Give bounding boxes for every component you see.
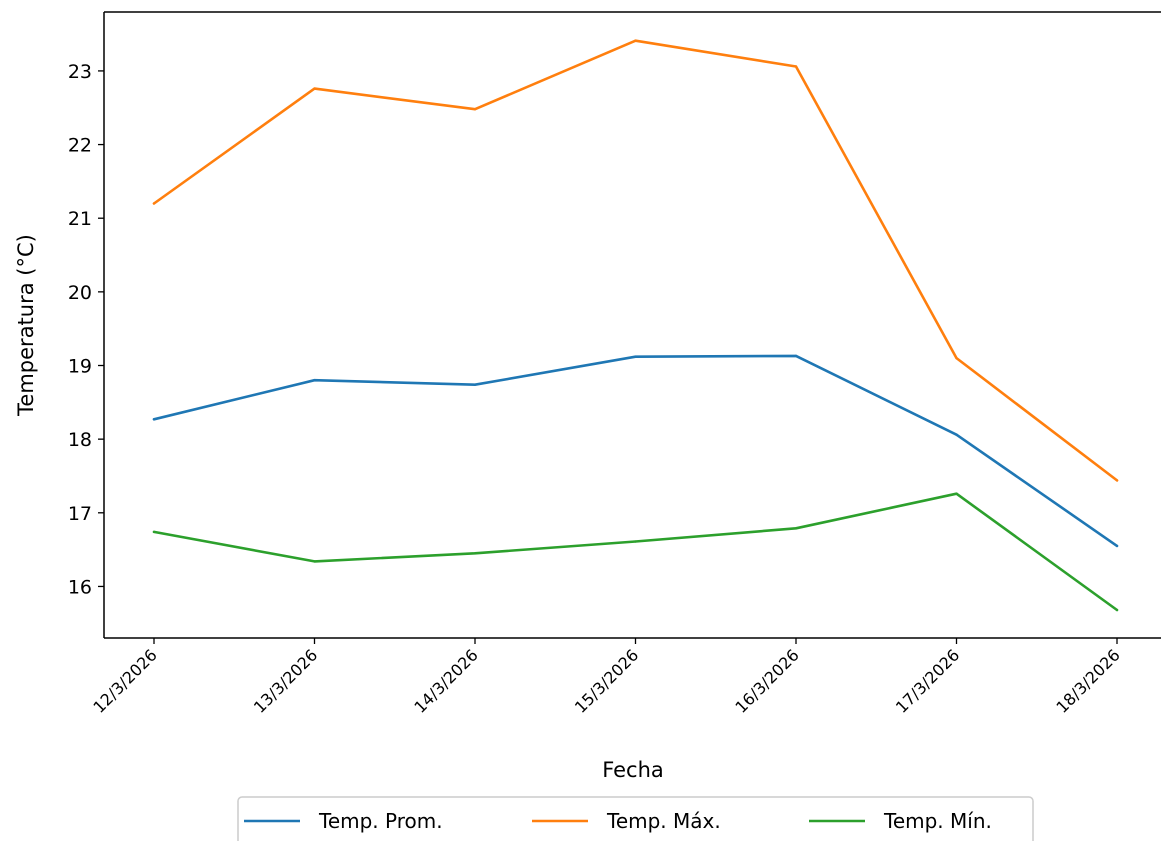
y-tick-label: 16	[68, 576, 92, 598]
data-point	[634, 355, 637, 358]
x-tick-label: 17/3/2026	[892, 645, 963, 716]
data-point	[955, 356, 958, 360]
legend-label: Temp. Mín.	[883, 809, 992, 833]
data-point	[152, 418, 156, 421]
series-layer	[152, 39, 1119, 612]
y-tick-label: 19	[68, 356, 92, 378]
legend-label: Temp. Prom.	[318, 809, 443, 833]
legend: Temp. Prom. Temp. Máx. Temp. Mín.	[237, 796, 1034, 841]
data-point	[794, 65, 798, 68]
data-point	[955, 433, 958, 436]
data-point	[794, 354, 798, 358]
data-point	[473, 108, 477, 111]
x-tick-label: 14/3/2026	[410, 645, 481, 716]
y-tick-label: 22	[68, 135, 92, 157]
data-point	[152, 530, 156, 534]
x-tick-label: 15/3/2026	[571, 645, 642, 716]
data-point	[1115, 608, 1119, 612]
legend-label: Temp. Máx.	[606, 809, 721, 833]
data-point	[313, 560, 316, 563]
data-point	[1115, 544, 1119, 548]
plot-area	[104, 12, 1161, 638]
data-point	[313, 87, 316, 90]
y-tick-label: 20	[68, 282, 92, 304]
legend-frame	[237, 796, 1034, 841]
y-tick-label: 21	[68, 208, 92, 230]
y-tick-label: 18	[68, 429, 92, 451]
data-point	[1115, 479, 1119, 482]
data-point	[794, 527, 798, 530]
x-tick-label: 13/3/2026	[250, 645, 321, 716]
y-axis-label: Temperatura (°C)	[14, 234, 38, 417]
y-axis-ticks: 16 17 18 19 20 21 22 23	[68, 61, 104, 598]
data-point	[634, 39, 637, 42]
data-point	[152, 202, 156, 205]
y-tick-label: 23	[68, 61, 92, 83]
data-point	[634, 540, 637, 543]
x-tick-label: 18/3/2026	[1052, 645, 1123, 716]
x-axis-label: Fecha	[602, 758, 664, 782]
data-point	[473, 383, 477, 386]
x-tick-label: 16/3/2026	[731, 645, 802, 716]
axes-frame	[103, 11, 1161, 639]
x-axis-ticks: 12/3/2026 13/3/2026 14/3/2026 15/3/2026 16/3…	[89, 638, 1124, 717]
data-point	[473, 552, 477, 555]
x-tick-label: 12/3/2026	[89, 645, 160, 716]
y-tick-label: 17	[68, 503, 92, 525]
data-point	[313, 379, 316, 382]
data-point	[955, 492, 958, 495]
